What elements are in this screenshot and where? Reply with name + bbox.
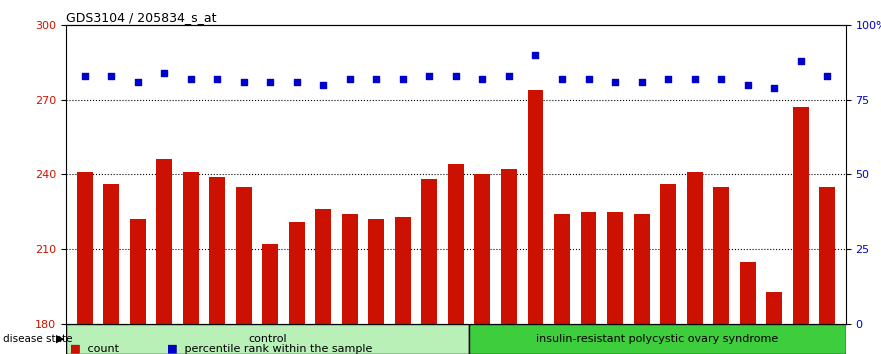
Bar: [819, 187, 835, 324]
Bar: [130, 219, 145, 324]
Bar: [182, 172, 199, 324]
Text: ■  percentile rank within the sample: ■ percentile rank within the sample: [167, 344, 373, 354]
Bar: [793, 107, 809, 324]
Point: [290, 79, 304, 85]
Bar: [342, 214, 358, 324]
Point: [581, 76, 596, 81]
Point: [157, 70, 171, 75]
Bar: [766, 291, 782, 324]
Bar: [289, 222, 305, 324]
Bar: [236, 187, 252, 324]
Text: GDS3104 / 205834_s_at: GDS3104 / 205834_s_at: [66, 11, 217, 24]
Point: [104, 73, 118, 79]
Bar: [395, 217, 411, 324]
Point: [634, 79, 648, 85]
Point: [767, 85, 781, 90]
Text: ■: ■: [70, 344, 81, 354]
Bar: [368, 219, 384, 324]
Bar: [315, 209, 331, 324]
Point: [237, 79, 251, 85]
Text: insulin-resistant polycystic ovary syndrome: insulin-resistant polycystic ovary syndr…: [537, 334, 779, 344]
Bar: [475, 175, 491, 324]
Point: [794, 58, 808, 63]
Bar: [66, 324, 470, 354]
Point: [422, 73, 436, 79]
Bar: [470, 324, 846, 354]
Point: [661, 76, 675, 81]
Text: ▶: ▶: [56, 334, 64, 344]
Point: [263, 79, 278, 85]
Point: [820, 73, 834, 79]
Bar: [607, 212, 623, 324]
Bar: [421, 179, 437, 324]
Bar: [103, 184, 119, 324]
Bar: [501, 169, 517, 324]
Text: disease state: disease state: [3, 334, 72, 344]
Point: [741, 82, 755, 87]
Text: ■  count: ■ count: [70, 344, 120, 354]
Bar: [554, 214, 570, 324]
Point: [502, 73, 516, 79]
Point: [183, 76, 197, 81]
Point: [529, 52, 543, 57]
Bar: [740, 262, 756, 324]
Bar: [581, 212, 596, 324]
Point: [316, 82, 330, 87]
Point: [555, 76, 569, 81]
Point: [476, 76, 490, 81]
Bar: [713, 187, 729, 324]
Bar: [528, 90, 544, 324]
Bar: [77, 172, 93, 324]
Bar: [210, 177, 226, 324]
Point: [396, 76, 410, 81]
Point: [687, 76, 701, 81]
Point: [211, 76, 225, 81]
Text: control: control: [248, 334, 287, 344]
Point: [714, 76, 729, 81]
Bar: [633, 214, 649, 324]
Point: [78, 73, 92, 79]
Bar: [448, 164, 464, 324]
Text: ■: ■: [167, 344, 178, 354]
Bar: [660, 184, 676, 324]
Point: [369, 76, 383, 81]
Bar: [686, 172, 702, 324]
Bar: [156, 159, 172, 324]
Point: [343, 76, 357, 81]
Bar: [263, 244, 278, 324]
Point: [608, 79, 622, 85]
Point: [448, 73, 463, 79]
Point: [130, 79, 144, 85]
